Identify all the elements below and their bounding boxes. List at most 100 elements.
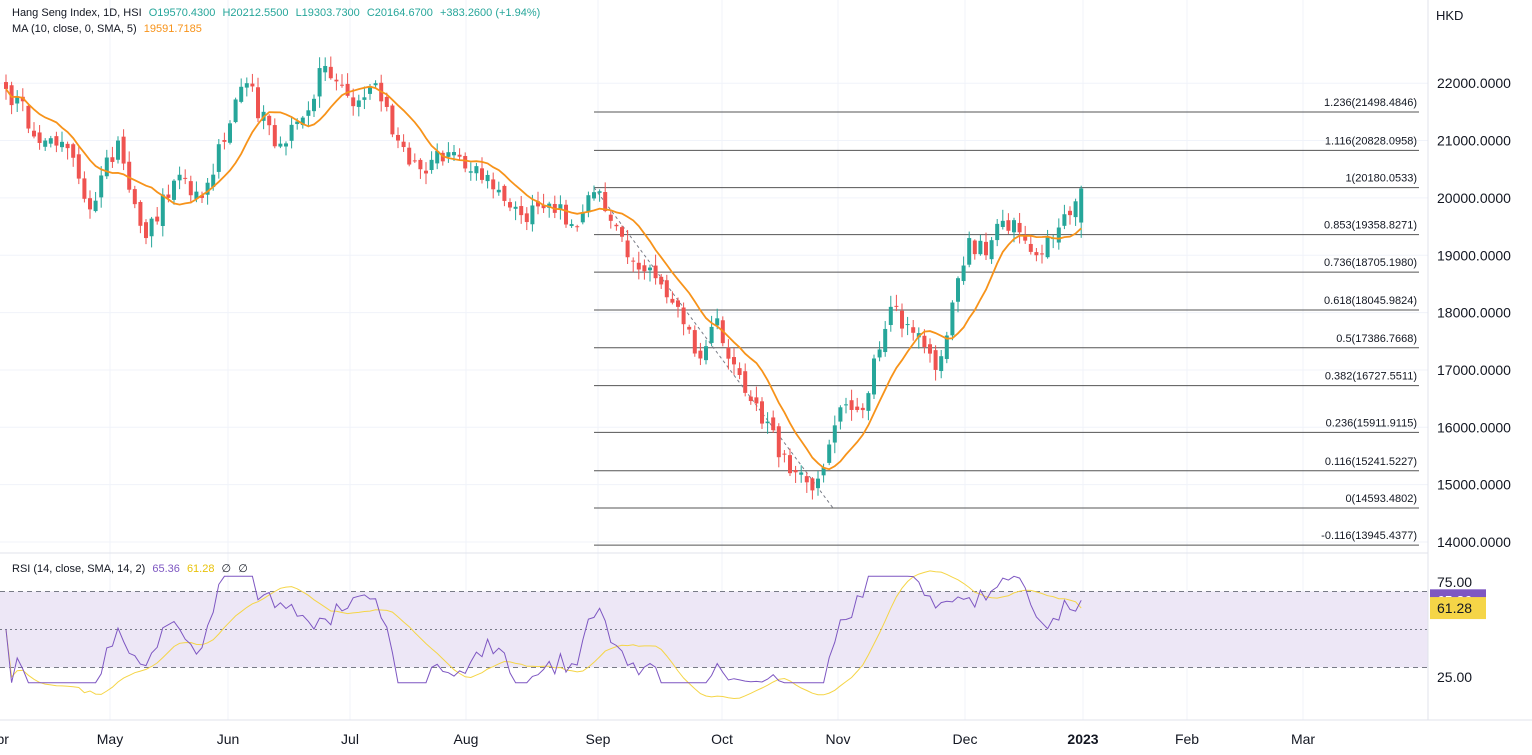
candle-body [1056,227,1061,243]
candle-body [368,86,372,94]
candle-body [564,204,568,225]
time-tick-label: Apr [0,731,9,747]
candle-body [1034,252,1039,256]
candle-body [334,79,339,82]
candle-body [272,125,277,147]
fib-level-label: 0.236(15911.9115) [1326,417,1417,429]
candle-body [883,328,888,353]
candle-body [1073,201,1078,218]
candle-body [26,105,31,129]
candle-body [110,157,115,162]
candle-body [407,147,412,165]
symbol-title[interactable]: Hang Seng Index, 1D, HSI [12,7,142,19]
candle-body [317,68,322,97]
candle-body [138,201,143,226]
candle-body [356,100,361,107]
candle-body [485,174,490,182]
candle-body [4,82,8,89]
candle-body [855,406,860,410]
candle-body [732,357,736,365]
fib-trend-line [593,187,834,509]
candle-body [295,121,300,125]
candle-body [580,212,585,223]
candle-body [289,124,294,141]
candle-body [463,156,468,169]
candle-body [687,326,692,330]
time-axis[interactable]: Apr May Jun Jul Aug Sep Oct Nov Dec 2023 Feb Mar [0,731,1315,747]
time-tick-label: Oct [711,731,733,747]
price-axis[interactable]: 14000.0000 15000.0000 16000.0000 17000.0000… [1437,75,1511,550]
candle-body [972,240,977,255]
time-tick-label: Nov [826,731,851,747]
ma-label[interactable]: MA (10, close, 0, SMA, 5) [12,23,137,35]
candle-body [328,66,333,79]
rsi-label[interactable]: RSI (14, close, SMA, 14, 2) [12,563,146,575]
candle-body [121,136,126,164]
candle-body [625,240,630,258]
candle-body [362,97,367,100]
candle-body [978,240,983,255]
time-tick-label: Mar [1291,731,1315,747]
candle-body [284,143,288,147]
candle-body [620,227,624,237]
candle-body [799,472,804,475]
fib-level-label: 0.382(16727.5511) [1325,371,1417,383]
candle-body [351,97,356,107]
candle-body [160,194,165,227]
fibonacci-retracement[interactable]: 1.236(21498.4846) 1.116(20828.0958) 1(2018… [593,97,1419,546]
candle-body [586,195,591,213]
candle-body [698,350,703,359]
candle-body [664,280,669,298]
rsi-level-lines [0,591,1428,668]
candle-body [132,189,137,205]
candle-body [127,161,132,190]
candle-body [491,179,496,190]
price-legend: Hang Seng Index, 1D, HSI O19570.4300 H20… [12,7,544,19]
candle-body [54,136,59,146]
candle-body [748,396,753,402]
candle-body [939,356,944,372]
candle-body [300,117,305,126]
fib-level-label: 0.853(19358.8271) [1324,220,1417,232]
candle-body [82,178,87,199]
candle-body [457,154,462,157]
candle-body [1023,234,1028,241]
candle-body [1062,214,1067,226]
candle-body [832,425,837,443]
candle-body [575,226,580,228]
candle-body [676,300,680,307]
candle-body [681,307,686,325]
candle-body [345,83,350,96]
candle-body [866,393,871,411]
rsi-legend: RSI (14, close, SMA, 14, 2) 65.36 61.28 … [12,562,252,575]
change-value: +383.2600 (+1.94%) [439,7,541,19]
price-tick-label: 18000.0000 [1437,305,1511,321]
candle-body [961,265,966,282]
candle-body [530,205,535,225]
candle-body [496,189,501,193]
candle-body [1028,243,1033,252]
candle-body [659,276,664,285]
fib-level-label: 0.736(18705.1980) [1324,257,1417,269]
candle-body [222,140,227,142]
candle-body [776,426,781,458]
candle-body [788,455,792,474]
candle-body [306,110,311,116]
candle-body [754,397,759,404]
candle-body [239,86,244,102]
fib-level-label: 1.236(21498.4846) [1324,97,1417,109]
moving-average-line [5,85,1082,471]
rsi-tick-label: 75.00 [1437,574,1472,590]
candle-body [704,346,708,361]
candle-body [211,174,216,188]
time-tick-label: Dec [953,731,978,747]
candle-body [804,476,809,483]
candle-body [648,267,652,271]
candle-body [928,344,932,354]
candle-body [452,152,456,156]
candle-body [256,87,260,119]
candle-body [396,134,400,141]
candle-body [670,298,675,303]
